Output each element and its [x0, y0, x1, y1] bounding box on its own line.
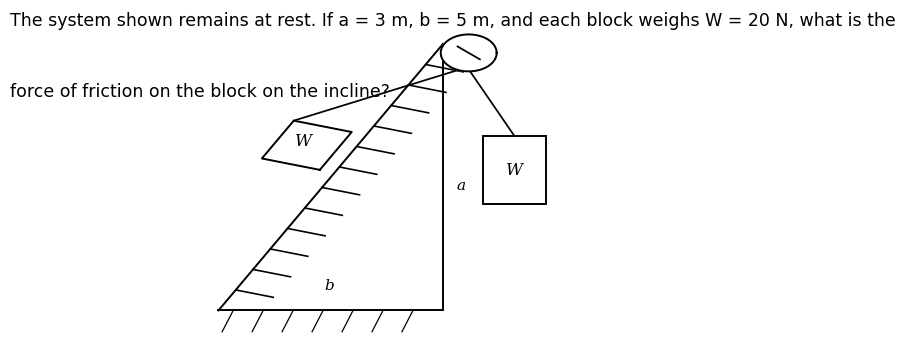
- Text: a: a: [456, 179, 465, 193]
- Text: W: W: [505, 161, 523, 179]
- Text: The system shown remains at rest. If a = 3 m, b = 5 m, and each block weighs W =: The system shown remains at rest. If a =…: [10, 12, 895, 30]
- Polygon shape: [440, 34, 496, 71]
- Bar: [482, 136, 545, 204]
- Text: force of friction on the block on the incline?: force of friction on the block on the in…: [10, 83, 390, 101]
- Text: W: W: [294, 133, 312, 150]
- Text: b: b: [323, 279, 334, 292]
- Polygon shape: [262, 121, 351, 170]
